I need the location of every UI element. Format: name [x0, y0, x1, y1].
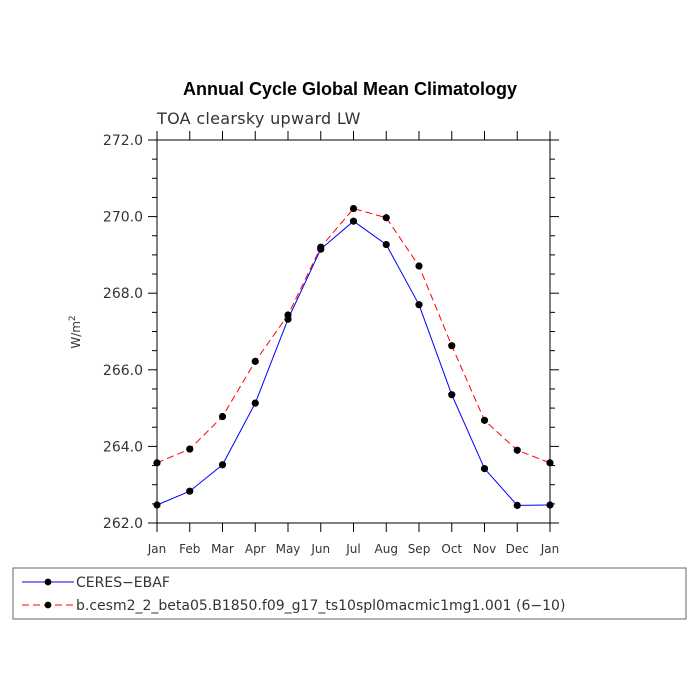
data-point	[186, 445, 194, 453]
y-tick-label: 266.0	[103, 363, 143, 379]
data-point	[448, 342, 456, 350]
data-point	[415, 262, 423, 270]
series-line-1	[156, 220, 551, 506]
data-point	[382, 214, 390, 222]
x-tick-label: Apr	[245, 542, 266, 556]
data-point	[349, 204, 358, 213]
data-point	[513, 501, 521, 509]
data-point	[251, 399, 259, 407]
data-point	[480, 416, 489, 424]
data-point	[317, 243, 325, 251]
chart-subtitle: TOA clearsky upward LW	[156, 109, 361, 128]
x-tick-label: Feb	[179, 542, 200, 556]
plot-frame	[156, 139, 551, 524]
data-point	[153, 459, 161, 467]
y-tick-label: 262.0	[103, 516, 143, 532]
data-point	[546, 459, 554, 467]
legend: CERES−EBAF b.cesm2_2_beta05.B1850.f09_g17…	[12, 567, 687, 620]
data-point	[186, 487, 194, 495]
x-tick-label: Dec	[506, 542, 529, 556]
data-point	[480, 465, 489, 473]
x-tick-label: May	[276, 542, 301, 556]
x-tick-label: Jan	[540, 542, 560, 556]
y-tick-label: 270.0	[103, 210, 143, 226]
legend-box	[12, 567, 687, 620]
data-point	[218, 412, 227, 421]
data-point	[218, 461, 227, 469]
x-tick-label: Jun	[310, 542, 330, 556]
data-point	[513, 446, 521, 454]
y-tick-label: 264.0	[103, 439, 143, 455]
y-axis-label: W/m2	[68, 315, 83, 348]
x-tick-label: Aug	[375, 542, 398, 556]
x-tick-label: Nov	[473, 542, 496, 556]
y-tick-label: 272.0	[103, 133, 143, 149]
legend-marker-2	[44, 601, 52, 609]
data-point	[546, 501, 554, 509]
y-tick-label: 268.0	[103, 286, 143, 302]
x-tick-label: Oct	[441, 542, 462, 556]
legend-label-1: CERES−EBAF	[76, 575, 170, 591]
data-point	[448, 391, 456, 399]
data-point	[284, 311, 292, 319]
chart-title: Annual Cycle Global Mean Climatology	[183, 79, 517, 99]
x-tick-label: Sep	[408, 542, 431, 556]
data-point	[415, 301, 423, 309]
legend-marker-1	[44, 578, 52, 586]
x-tick-label: Jan	[147, 542, 167, 556]
data-point	[153, 501, 161, 509]
data-point	[349, 217, 358, 225]
data-point	[251, 357, 259, 365]
x-tick-label: Mar	[211, 542, 234, 556]
data-point	[382, 240, 390, 249]
x-tick-label: Jul	[345, 542, 360, 556]
series-line-2	[156, 207, 551, 464]
legend-label-2: b.cesm2_2_beta05.B1850.f09_g17_ts10spl0m…	[76, 598, 565, 614]
